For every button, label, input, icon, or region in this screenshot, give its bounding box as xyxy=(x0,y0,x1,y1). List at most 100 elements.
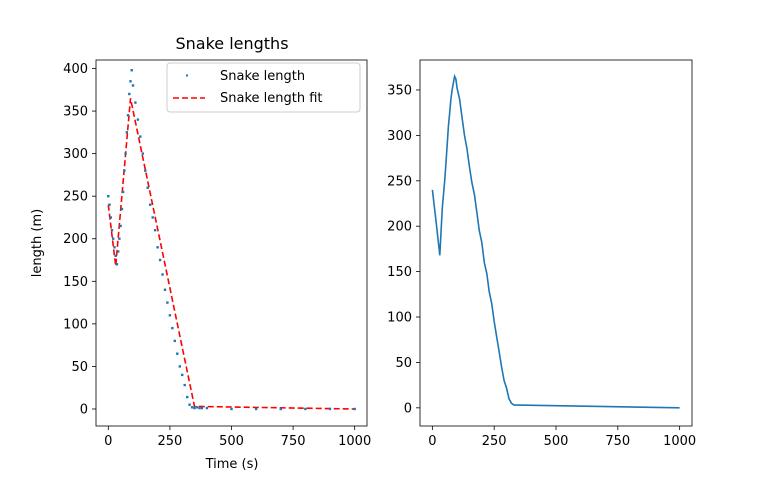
snake-length-point xyxy=(115,263,119,266)
snake-length-point xyxy=(151,216,154,219)
snake-length-point xyxy=(129,80,132,83)
snake-length-point xyxy=(128,92,131,96)
right-x-tick-label: 750 xyxy=(605,434,630,449)
snake-length-point xyxy=(112,237,115,240)
snake-length-point xyxy=(108,203,111,206)
left-y-tick-label: 350 xyxy=(63,105,88,120)
left-x-axis-label: Time (s) xyxy=(205,457,259,472)
left-chart: Snake lengths 0 250 500 750 1000 0 50 100 150 200… xyxy=(30,34,371,472)
snake-length-point xyxy=(178,365,181,368)
right-y-tick-label: 100 xyxy=(387,311,412,326)
right-y-tick-label: 50 xyxy=(395,356,412,371)
snake-length-point xyxy=(141,152,144,155)
left-y-tick-label: 300 xyxy=(63,147,88,162)
snake-length-point xyxy=(195,406,199,409)
right-y-tick-label: 250 xyxy=(387,174,412,189)
right-axes-frame xyxy=(419,59,693,427)
left-y-tick-label: 400 xyxy=(63,62,88,77)
snake-length-point xyxy=(126,114,130,117)
snake-length-point xyxy=(110,229,114,232)
right-y-tick-label: 350 xyxy=(387,83,412,98)
legend-label-snake-length: Snake length xyxy=(220,69,305,84)
snake-length-point xyxy=(114,254,117,257)
right-plot-area: 0 250 500 750 1000 0 50 100 150 200 250 300 350 xyxy=(387,59,696,449)
snake-length-point xyxy=(166,301,169,304)
snake-length-point xyxy=(131,84,135,87)
left-y-axis-label: length (m) xyxy=(30,209,45,277)
snake-length-point xyxy=(153,229,157,232)
snake-length-point xyxy=(168,314,172,317)
snake-length-point xyxy=(163,288,167,291)
snake-length-point xyxy=(130,69,133,72)
left-legend: Snake length Snake length fit xyxy=(166,62,361,113)
snake-length-point xyxy=(353,407,356,411)
right-chart: 0 250 500 750 1000 0 50 100 150 200 250 300 350 xyxy=(387,59,696,449)
snake-length-point xyxy=(304,407,307,411)
left-x-tick-label: 750 xyxy=(281,434,306,449)
snake-length-point xyxy=(120,207,124,211)
snake-length-point xyxy=(198,406,201,410)
right-y-tick-label: 300 xyxy=(387,129,412,144)
left-chart-title: Snake lengths xyxy=(175,34,288,53)
snake-length-point xyxy=(149,203,152,206)
left-y-tick-label: 0 xyxy=(80,402,88,417)
snake-length-point xyxy=(181,373,184,377)
right-x-tick-label: 500 xyxy=(544,434,569,449)
legend-box xyxy=(166,62,361,113)
snake-length-point xyxy=(134,101,137,104)
snake-length-point xyxy=(158,258,162,262)
snake-length-line xyxy=(431,73,680,409)
snake-length-point xyxy=(146,186,149,189)
left-y-tick-label: 150 xyxy=(63,275,88,290)
snake-length-point xyxy=(139,135,142,138)
right-y-tick-label: 200 xyxy=(387,220,412,235)
snake-length-point xyxy=(171,326,174,330)
snake-length-point xyxy=(254,407,258,411)
snake-length-point xyxy=(328,407,332,411)
left-x-tick-label: 250 xyxy=(157,434,182,449)
left-plot-area: 0 250 500 750 1000 0 50 100 150 200 250 300 350 400 xyxy=(63,59,371,449)
snake-length-point xyxy=(161,273,164,276)
snake-length-point xyxy=(119,224,122,228)
snake-length-point xyxy=(200,406,204,410)
snake-length-point xyxy=(125,131,128,134)
legend-marker-snake-length xyxy=(186,74,188,77)
left-y-tick-label: 200 xyxy=(63,232,88,247)
snake-length-point xyxy=(190,406,194,409)
snake-length-point xyxy=(144,169,147,172)
snake-length-point xyxy=(230,407,233,411)
snake-length-point xyxy=(279,407,282,411)
snake-length-point xyxy=(124,152,127,155)
snake-length-point xyxy=(193,406,196,410)
right-x-tick-label: 250 xyxy=(482,434,507,449)
snake-length-point xyxy=(173,339,176,343)
left-x-tick-label: 500 xyxy=(219,434,244,449)
left-axes-frame xyxy=(95,59,368,427)
snake-length-fit-line xyxy=(107,98,355,410)
snake-length-point xyxy=(107,195,110,198)
snake-length-point xyxy=(188,403,191,406)
legend-label-snake-length-fit: Snake length fit xyxy=(220,91,323,106)
snake-length-point xyxy=(123,169,126,172)
snake-length-point xyxy=(121,190,125,194)
right-y-tick-label: 0 xyxy=(404,401,412,416)
snake-length-point xyxy=(117,250,120,253)
snake-length-point xyxy=(176,352,179,355)
left-y-tick-label: 50 xyxy=(71,360,88,375)
right-x-tick-label: 0 xyxy=(428,434,436,449)
snake-length-point xyxy=(205,406,209,410)
right-y-tick-label: 150 xyxy=(387,265,412,280)
left-y-tick-label: 250 xyxy=(63,190,88,205)
snake-length-point xyxy=(109,216,112,219)
snake-length-point xyxy=(136,118,140,121)
snake-length-point xyxy=(113,246,116,249)
snake-length-point xyxy=(118,237,121,240)
left-x-tick-label: 1000 xyxy=(338,434,371,449)
snake-length-point xyxy=(186,395,189,399)
left-y-tick-label: 100 xyxy=(63,317,88,332)
right-x-tick-label: 1000 xyxy=(663,434,696,449)
snake-length-point xyxy=(183,383,186,387)
left-x-tick-label: 0 xyxy=(104,434,112,449)
